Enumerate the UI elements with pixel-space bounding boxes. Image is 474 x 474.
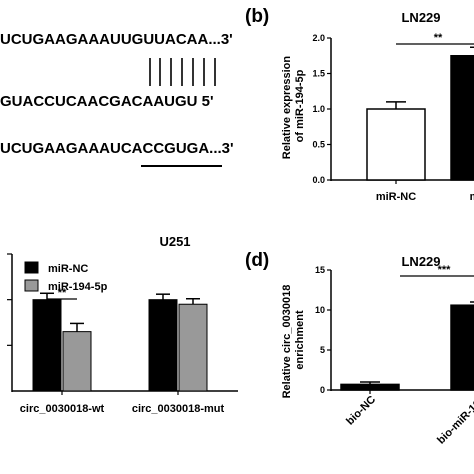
chart-b-bar [450, 55, 474, 181]
chart-d: 0 5 10 15 bio-NC bio-miR-194 *** [315, 264, 474, 447]
chart-c-bar [148, 299, 178, 392]
chart-c-bar [178, 303, 208, 392]
chart-b-ytick-label: 0.5 [312, 140, 325, 150]
chart-c-legend-swatch [24, 279, 39, 292]
sequence-line-1: UCUGAAGAAAUUGUUACAA...3' [0, 31, 233, 48]
chart-c-legend-swatch [24, 261, 39, 274]
chart-b-bar [366, 108, 426, 181]
chart-d-category-label: bio-miR-194 [435, 393, 474, 447]
chart-d-ylabel-line1: Relative circ_0030018 [281, 285, 293, 399]
chart-d-significance-label: *** [438, 264, 452, 276]
chart-d-ytick-label: 5 [320, 345, 325, 355]
chart-c-legend-label: miR-NC [48, 263, 88, 275]
chart-c-category-label: circ_0030018-mut [132, 403, 225, 415]
panel-label-b: (b) [245, 6, 269, 27]
chart-c-bar [62, 331, 92, 392]
chart-c: circ_0030018-wt circ_0030018-mutmiR-NCmiR… [7, 253, 238, 415]
chart-b-significance-label: ** [434, 32, 443, 44]
chart-b-ylabel-line1: Relative expression [281, 56, 293, 160]
chart-b-ylabel: Relative expression of miR-194-5p [281, 53, 306, 159]
chart-d-bar [450, 304, 474, 391]
chart-b-ytick-label: 1.5 [312, 69, 325, 79]
chart-b-ytick-label: 0.0 [312, 175, 325, 185]
chart-c-title: U251 [159, 234, 190, 249]
sequence-line-3: UCUGAAGAAAUCACCGUGA...3' [0, 140, 234, 157]
chart-d-bar [340, 383, 400, 391]
chart-d-category-label: bio-NC [344, 394, 378, 428]
panel-label-d: (d) [245, 250, 269, 271]
chart-b-ytick-label: 2.0 [312, 33, 325, 43]
sequence-line-2: GUACCUCAACGACAAUGU 5' [0, 93, 214, 110]
chart-c-bar [32, 299, 62, 392]
chart-d-ylabel: Relative circ_0030018 enrichment [281, 282, 306, 399]
chart-c-category-label: circ_0030018-wt [20, 403, 105, 415]
chart-b: 0.0 0.5 1.0 1.5 2.0 miR-NC miR ** [312, 32, 474, 203]
chart-c-legend: miR-NC miR-194-5p [24, 261, 108, 293]
chart-b-ytick-label: 1.0 [312, 104, 325, 114]
chart-c-significance-label: ** [58, 287, 67, 299]
chart-d-ytick-label: 15 [315, 265, 325, 275]
chart-d-ylabel-line2: enrichment [294, 310, 306, 370]
chart-d-title: LN229 [401, 254, 440, 269]
chart-c-legend-label: miR-194-5p [48, 281, 108, 293]
chart-b-ylabel-line2: of miR-194-5p [294, 69, 306, 142]
sequence-panel: UCUGAAGAAAUUGUUACAA...3' GUACCUCAACGACAA… [0, 31, 234, 167]
chart-b-category-label: miR [470, 191, 474, 203]
chart-d-ytick-label: 10 [315, 305, 325, 315]
chart-b-title: LN229 [401, 10, 440, 25]
chart-d-ytick-label: 0 [320, 385, 325, 395]
chart-b-category-label: miR-NC [376, 191, 416, 203]
base-pair-lines [149, 58, 216, 86]
